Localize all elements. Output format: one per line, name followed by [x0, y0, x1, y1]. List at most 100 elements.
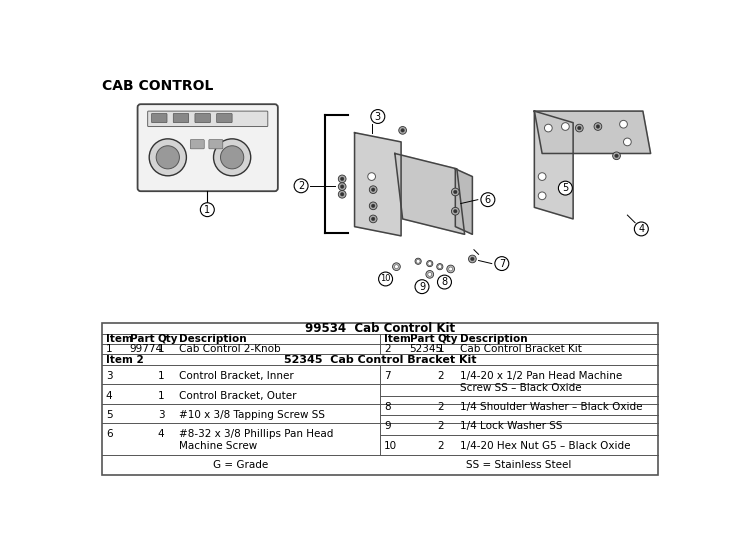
Text: 2: 2 — [437, 402, 444, 412]
FancyBboxPatch shape — [151, 114, 167, 123]
Bar — [102, 323, 657, 474]
Text: 1: 1 — [106, 344, 113, 354]
Text: 10: 10 — [380, 274, 391, 283]
Text: Qty: Qty — [437, 334, 458, 344]
Circle shape — [613, 152, 620, 160]
Text: 2: 2 — [298, 181, 305, 191]
Circle shape — [369, 202, 377, 210]
Circle shape — [370, 110, 385, 123]
Circle shape — [371, 217, 375, 221]
Circle shape — [436, 263, 443, 270]
Circle shape — [415, 280, 429, 294]
Text: 1/4-20 x 1/2 Pan Head Machine
Screw SS – Black Oxide: 1/4-20 x 1/2 Pan Head Machine Screw SS –… — [460, 371, 622, 393]
Text: Item: Item — [384, 334, 411, 344]
Text: G = Grade: G = Grade — [213, 460, 269, 470]
Circle shape — [562, 123, 569, 130]
Circle shape — [339, 175, 346, 183]
Text: 2: 2 — [437, 441, 444, 451]
Text: Qty: Qty — [158, 334, 179, 344]
Text: 5: 5 — [106, 410, 113, 420]
Text: 3: 3 — [375, 111, 381, 122]
Text: 6: 6 — [485, 195, 491, 204]
Text: 1/4-20 Hex Nut G5 – Black Oxide: 1/4-20 Hex Nut G5 – Black Oxide — [460, 441, 631, 451]
FancyBboxPatch shape — [195, 114, 210, 123]
Text: 7: 7 — [384, 371, 391, 381]
Text: Control Bracket, Inner: Control Bracket, Inner — [179, 371, 294, 381]
Polygon shape — [534, 111, 573, 219]
Text: 4: 4 — [638, 224, 645, 234]
Circle shape — [369, 186, 377, 194]
Circle shape — [294, 179, 308, 193]
Circle shape — [594, 123, 602, 130]
Text: Description: Description — [179, 334, 247, 344]
Text: Part: Part — [410, 334, 434, 344]
Polygon shape — [534, 111, 651, 154]
Text: Item 2: Item 2 — [106, 355, 144, 365]
Text: 1/4 Shoulder Washer – Black Oxide: 1/4 Shoulder Washer – Black Oxide — [460, 402, 642, 412]
FancyBboxPatch shape — [147, 111, 268, 127]
Text: 6: 6 — [106, 429, 113, 439]
Circle shape — [495, 256, 509, 270]
Text: 5: 5 — [562, 183, 568, 193]
Text: 8: 8 — [442, 277, 448, 287]
Text: 2: 2 — [384, 344, 391, 354]
Circle shape — [368, 173, 376, 180]
Circle shape — [428, 273, 432, 276]
Circle shape — [468, 255, 476, 263]
Text: Cab Control 2-Knob: Cab Control 2-Knob — [179, 344, 281, 354]
Circle shape — [340, 193, 344, 196]
Text: Description: Description — [460, 334, 528, 344]
FancyBboxPatch shape — [216, 114, 232, 123]
Text: 1: 1 — [205, 204, 210, 215]
Text: SS = Stainless Steel: SS = Stainless Steel — [466, 460, 571, 470]
Text: Cab Control Bracket Kit: Cab Control Bracket Kit — [460, 344, 582, 354]
Text: 4: 4 — [106, 391, 113, 401]
Circle shape — [156, 146, 179, 169]
Circle shape — [538, 173, 546, 180]
FancyBboxPatch shape — [138, 104, 278, 191]
Circle shape — [447, 265, 454, 273]
Circle shape — [453, 209, 457, 213]
Text: 1/4 Lock Washer SS: 1/4 Lock Washer SS — [460, 421, 562, 431]
Text: 9: 9 — [419, 282, 425, 292]
Circle shape — [451, 207, 459, 215]
Circle shape — [449, 267, 453, 271]
Circle shape — [427, 261, 433, 267]
Circle shape — [399, 127, 407, 134]
Circle shape — [615, 154, 618, 157]
FancyBboxPatch shape — [190, 140, 205, 149]
Circle shape — [576, 124, 583, 132]
Text: 3: 3 — [106, 371, 113, 381]
Text: 4: 4 — [158, 429, 165, 439]
FancyBboxPatch shape — [173, 114, 189, 123]
Polygon shape — [355, 133, 401, 236]
FancyBboxPatch shape — [209, 140, 223, 149]
Text: 3: 3 — [158, 410, 165, 420]
Text: Control Bracket, Outer: Control Bracket, Outer — [179, 391, 297, 401]
Circle shape — [149, 139, 187, 176]
Circle shape — [415, 258, 421, 265]
Text: #8-32 x 3/8 Phillips Pan Head
Machine Screw: #8-32 x 3/8 Phillips Pan Head Machine Sc… — [179, 429, 333, 451]
Circle shape — [221, 146, 244, 169]
Text: 99534  Cab Control Kit: 99534 Cab Control Kit — [305, 322, 455, 335]
Text: Item: Item — [106, 334, 133, 344]
Circle shape — [426, 270, 433, 278]
Text: 99774: 99774 — [130, 344, 163, 354]
Circle shape — [623, 138, 631, 146]
Circle shape — [634, 222, 648, 236]
Circle shape — [471, 257, 474, 261]
Circle shape — [438, 265, 442, 268]
Text: 1: 1 — [158, 391, 165, 401]
Text: 10: 10 — [384, 441, 397, 451]
Circle shape — [577, 127, 581, 130]
Circle shape — [369, 215, 377, 223]
Text: 2: 2 — [437, 371, 444, 381]
Text: CAB CONTROL: CAB CONTROL — [102, 79, 213, 93]
Circle shape — [545, 124, 552, 132]
Circle shape — [416, 259, 420, 263]
Circle shape — [200, 203, 214, 216]
Circle shape — [481, 193, 495, 207]
Circle shape — [401, 129, 405, 132]
Text: 52345  Cab Control Bracket Kit: 52345 Cab Control Bracket Kit — [284, 355, 476, 365]
Circle shape — [379, 272, 393, 286]
